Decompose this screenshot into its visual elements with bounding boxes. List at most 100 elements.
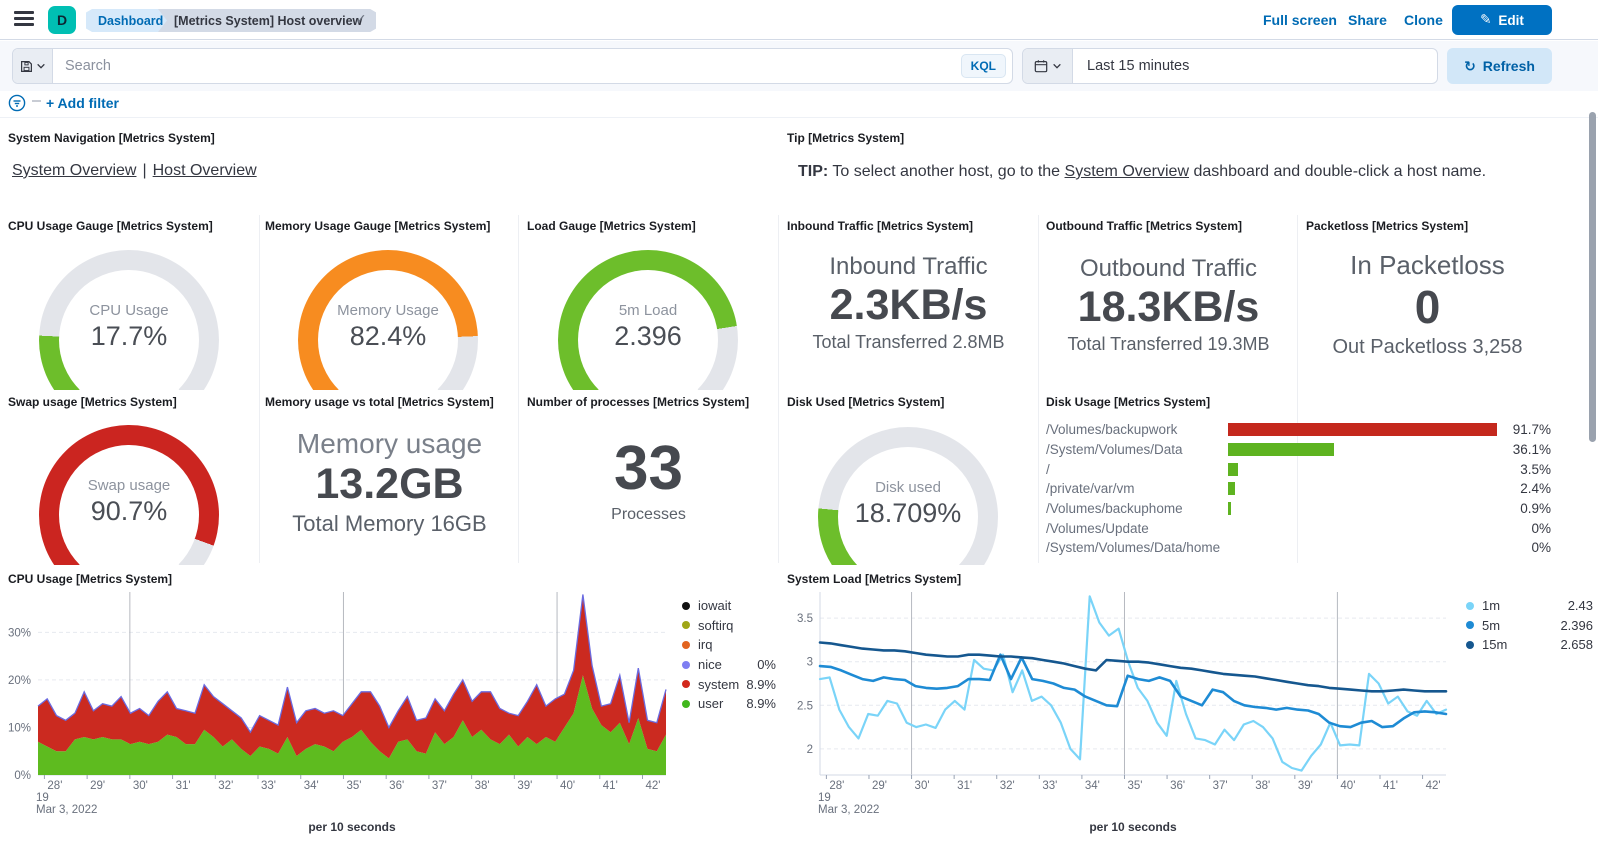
refresh-button[interactable]: ↻ Refresh bbox=[1447, 48, 1552, 84]
gauge-label: Disk used bbox=[813, 479, 1003, 496]
legend-dot bbox=[1466, 602, 1474, 610]
memory-usage-gauge[interactable]: Memory Usage82.4% bbox=[293, 250, 483, 390]
legend-item-softirq[interactable]: softirq bbox=[682, 616, 776, 636]
disk-row[interactable]: /System/Volumes/Data/home0% bbox=[1046, 538, 1551, 558]
cpu-usage-gauge[interactable]: CPU Usage17.7% bbox=[34, 250, 224, 390]
metric-label: Processes bbox=[519, 506, 778, 524]
panel-title-inbound-traffic: Inbound Traffic [Metrics System] bbox=[787, 219, 973, 233]
svg-text:40': 40' bbox=[560, 780, 575, 792]
svg-text:19: 19 bbox=[36, 792, 49, 804]
vertical-scrollbar[interactable] bbox=[1589, 112, 1596, 442]
edit-button[interactable]: ✎ Edit bbox=[1452, 5, 1552, 35]
legend-item-user[interactable]: user8.9% bbox=[682, 694, 776, 714]
svg-text:37': 37' bbox=[1213, 780, 1228, 792]
disk-bar bbox=[1228, 463, 1238, 476]
calendar-menu-button[interactable] bbox=[1023, 49, 1073, 83]
disk-bar-track bbox=[1228, 541, 1500, 554]
kql-badge[interactable]: KQL bbox=[961, 54, 1006, 78]
disk-percent: 2.4% bbox=[1500, 481, 1551, 496]
space-avatar[interactable]: D bbox=[48, 6, 76, 34]
tip-system-overview-link[interactable]: System Overview bbox=[1065, 163, 1189, 180]
legend-label: irq bbox=[698, 637, 712, 652]
filter-icon[interactable] bbox=[8, 94, 26, 117]
legend-label: 15m bbox=[1482, 637, 1507, 652]
legend-item-irq[interactable]: irq bbox=[682, 635, 776, 655]
inbound-traffic-metric[interactable]: Inbound Traffic 2.3KB/s Total Transferre… bbox=[779, 253, 1038, 353]
menu-icon[interactable] bbox=[14, 11, 34, 29]
disk-row[interactable]: /System/Volumes/Data36.1% bbox=[1046, 440, 1551, 460]
disk-used-gauge[interactable]: Disk used18.709% bbox=[813, 427, 1003, 565]
chevron-down-icon bbox=[1052, 61, 1062, 71]
system-navigation-links: System Overview|Host Overview bbox=[12, 162, 257, 180]
legend-dot bbox=[682, 661, 690, 669]
cpu-usage-chart[interactable]: 0%10%20%30%28'29'30'31'32'33'34'35'36'37… bbox=[0, 582, 678, 848]
cpu-chart-legend: iowait softirq irq nice0% system8.9% use… bbox=[682, 596, 776, 714]
processes-metric[interactable]: 33 Processes bbox=[519, 433, 778, 524]
legend-dot bbox=[1466, 641, 1474, 649]
breadcrumb-current-page: [Metrics System] Host overview bbox=[158, 9, 376, 32]
search-input[interactable] bbox=[53, 58, 961, 74]
refresh-icon: ↻ bbox=[1464, 58, 1476, 75]
saved-query-menu-button[interactable] bbox=[13, 49, 53, 83]
host-overview-link[interactable]: Host Overview bbox=[153, 162, 257, 179]
top-navigation-bar: D Dashboard [Metrics System] Host overvi… bbox=[0, 0, 1598, 40]
legend-dot bbox=[682, 602, 690, 610]
time-picker: Last 15 minutes bbox=[1022, 48, 1438, 84]
add-filter-button[interactable]: + Add filter bbox=[46, 95, 119, 111]
legend-item-15m[interactable]: 15m 2.658 bbox=[1466, 635, 1593, 655]
calendar-icon bbox=[1034, 59, 1048, 73]
disk-row[interactable]: /Volumes/backuphome0.9% bbox=[1046, 499, 1551, 519]
load-gauge[interactable]: 5m Load2.396 bbox=[553, 250, 743, 390]
svg-text:20%: 20% bbox=[8, 675, 31, 687]
disk-row[interactable]: /3.5% bbox=[1046, 459, 1551, 479]
system-load-chart[interactable]: 22.533.528'29'30'31'32'33'34'35'36'37'38… bbox=[786, 582, 1462, 848]
svg-text:35': 35' bbox=[1127, 780, 1142, 792]
panel-title-outbound-traffic: Outbound Traffic [Metrics System] bbox=[1046, 219, 1242, 233]
legend-item-system[interactable]: system8.9% bbox=[682, 674, 776, 694]
disk-percent: 3.5% bbox=[1500, 462, 1551, 477]
swap-usage-gauge[interactable]: Swap usage90.7% bbox=[34, 425, 224, 565]
legend-dot bbox=[682, 680, 690, 688]
clone-link[interactable]: Clone bbox=[1404, 12, 1443, 28]
metric-value: 13.2GB bbox=[260, 460, 519, 509]
disk-bar-track bbox=[1228, 522, 1500, 535]
svg-text:30%: 30% bbox=[8, 627, 31, 639]
legend-value: 8.9% bbox=[746, 677, 776, 692]
disk-path: /System/Volumes/Data bbox=[1046, 442, 1228, 457]
disk-bar-track bbox=[1228, 482, 1500, 495]
time-range-value[interactable]: Last 15 minutes bbox=[1073, 58, 1203, 74]
memory-vs-total-metric[interactable]: Memory usage 13.2GB Total Memory 16GB bbox=[260, 428, 519, 537]
legend-label: nice bbox=[698, 657, 722, 672]
disk-row[interactable]: /private/var/vm2.4% bbox=[1046, 479, 1551, 499]
legend-dot bbox=[1466, 621, 1474, 629]
legend-item-5m[interactable]: 5m2.396 bbox=[1466, 616, 1593, 636]
metric-value: 2.3KB/s bbox=[779, 281, 1038, 330]
gauge-value: 2.396 bbox=[553, 321, 743, 352]
metric-value: 18.3KB/s bbox=[1039, 283, 1298, 332]
panel-title-cpu-gauge: CPU Usage Gauge [Metrics System] bbox=[8, 219, 213, 233]
svg-text:30': 30' bbox=[133, 780, 148, 792]
disk-bar-track bbox=[1228, 463, 1500, 476]
outbound-traffic-metric[interactable]: Outbound Traffic 18.3KB/s Total Transfer… bbox=[1039, 255, 1298, 355]
legend-dot bbox=[682, 641, 690, 649]
legend-value: 2.658 bbox=[1560, 637, 1593, 652]
panel-title-packetloss: Packetloss [Metrics System] bbox=[1306, 219, 1468, 233]
packetloss-metric[interactable]: In Packetloss 0 Out Packetloss 3,258 bbox=[1298, 250, 1557, 359]
system-overview-link[interactable]: System Overview bbox=[12, 162, 136, 179]
svg-text:10%: 10% bbox=[8, 722, 31, 734]
legend-item-nice[interactable]: nice0% bbox=[682, 655, 776, 675]
disk-row[interactable]: /Volumes/Update0% bbox=[1046, 518, 1551, 538]
svg-text:28': 28' bbox=[47, 780, 62, 792]
svg-text:34': 34' bbox=[1085, 780, 1100, 792]
legend-item-iowait[interactable]: iowait bbox=[682, 596, 776, 616]
svg-text:40': 40' bbox=[1340, 780, 1355, 792]
metric-sub: Out Packetloss 3,258 bbox=[1298, 336, 1557, 359]
share-link[interactable]: Share bbox=[1348, 12, 1387, 28]
metric-sub: Total Transferred 19.3MB bbox=[1039, 334, 1298, 355]
legend-item-1m[interactable]: 1m2.43 bbox=[1466, 596, 1593, 616]
svg-text:Mar 3, 2022: Mar 3, 2022 bbox=[818, 804, 879, 816]
svg-text:33': 33' bbox=[1042, 780, 1057, 792]
full-screen-link[interactable]: Full screen bbox=[1263, 12, 1337, 28]
svg-text:2.5: 2.5 bbox=[797, 700, 813, 712]
disk-row[interactable]: /Volumes/backupwork91.7% bbox=[1046, 420, 1551, 440]
